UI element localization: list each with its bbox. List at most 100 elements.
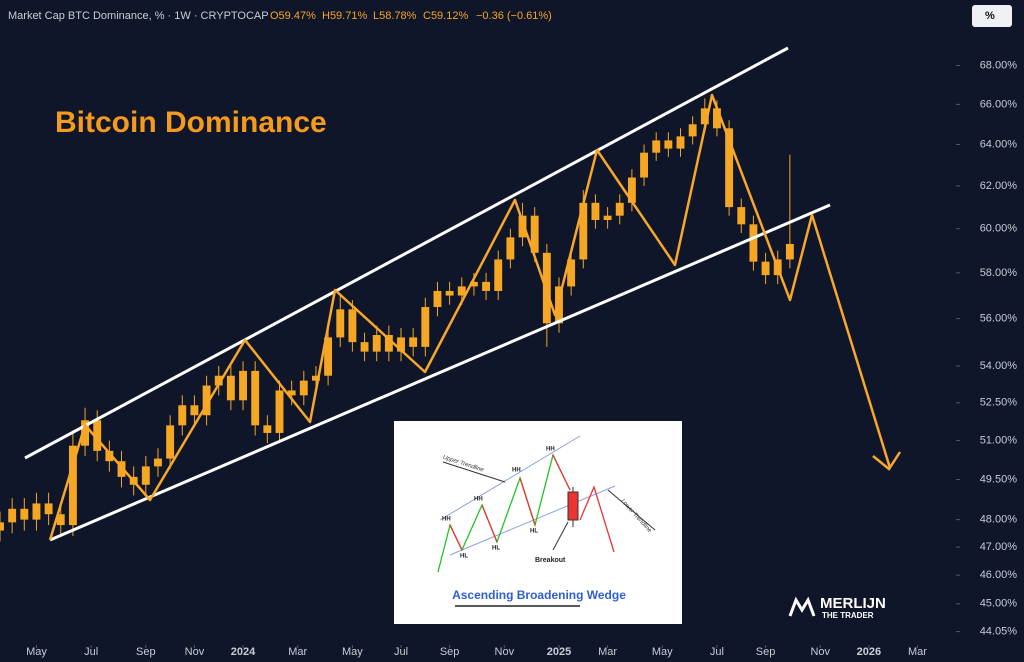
y-tick-label: 47.00% <box>980 541 1018 553</box>
x-tick-label: Sep <box>136 646 156 658</box>
candle-body <box>725 128 734 208</box>
unit-button[interactable] <box>972 5 1012 27</box>
y-tick-label: 44.05% <box>980 626 1018 638</box>
candle-body <box>141 466 150 485</box>
candle-body <box>105 450 114 462</box>
candle-body <box>299 380 308 396</box>
candle-body <box>567 259 576 287</box>
inset-hh: HH <box>442 517 451 523</box>
candle-body <box>445 290 454 296</box>
candle-body <box>397 337 405 352</box>
annotations <box>24 46 902 542</box>
ohlc-high: H59.71% <box>322 10 367 22</box>
candle-body <box>202 385 211 416</box>
x-tick-label: May <box>652 646 673 658</box>
candle-body <box>263 425 272 433</box>
candle-body <box>652 140 661 153</box>
ohlc-close: C59.12% <box>423 10 468 22</box>
x-tick-label: Sep <box>440 646 460 658</box>
x-tick-label: May <box>26 646 47 658</box>
candle-body <box>579 202 588 260</box>
inset-title: Ascending Broadening Wedge <box>452 588 626 602</box>
unit-button-label[interactable]: % <box>985 10 995 22</box>
inset-down-leg <box>481 504 498 543</box>
y-tick-label: 58.00% <box>980 267 1018 279</box>
inset-lower-line <box>449 485 616 556</box>
candle-body <box>226 375 235 401</box>
candle-body <box>56 514 65 526</box>
candle-body <box>178 405 187 426</box>
chart-title: Bitcoin Dominance <box>55 106 327 139</box>
candles <box>0 98 794 542</box>
y-tick-label: 56.00% <box>980 313 1018 325</box>
y-tick-label: 46.00% <box>980 569 1018 581</box>
candle-body <box>239 370 247 401</box>
candle-body <box>166 425 175 459</box>
zigzag <box>48 93 892 541</box>
candle-body <box>555 286 563 324</box>
candle-body <box>348 309 357 343</box>
candle-body <box>518 215 527 238</box>
candle-body <box>336 309 345 338</box>
logo-name: MERLIJN <box>820 595 886 612</box>
candle-body <box>591 202 600 220</box>
candle-body <box>482 281 491 291</box>
candle-body <box>627 177 636 203</box>
inset-down-leg <box>552 454 571 491</box>
y-tick-label: 54.00% <box>980 360 1018 372</box>
arrow-head <box>872 451 902 471</box>
candle-body <box>93 420 102 451</box>
x-tick-label: Sep <box>756 646 776 658</box>
inset-down-leg <box>519 477 536 526</box>
x-tick-label: Mar <box>908 646 927 658</box>
inset-upper-line <box>439 435 581 521</box>
logo-tagline: THE TRADER <box>822 611 874 620</box>
inset-candle <box>567 491 579 521</box>
y-tick-label: 45.00% <box>980 598 1018 610</box>
inset-arrow <box>442 461 506 483</box>
inset-down-leg <box>449 524 463 551</box>
inset-arrow <box>607 489 656 531</box>
candle-body <box>68 445 77 526</box>
inset-hl: HL <box>492 546 500 552</box>
upper-trendline <box>24 46 789 460</box>
candle-body <box>287 390 296 396</box>
inset-hh: HH <box>512 468 521 474</box>
candle-body <box>457 286 466 296</box>
candle-body <box>81 420 90 446</box>
candle-body <box>494 259 503 291</box>
candle-body <box>713 108 721 129</box>
y-tick-label: 48.00% <box>980 514 1018 526</box>
candle-body <box>421 307 430 347</box>
x-tick-label: Mar <box>598 646 617 658</box>
change: −0.36 (−0.61%) <box>476 10 552 22</box>
candle-body <box>384 335 393 352</box>
candle-body <box>8 508 17 523</box>
x-tick-label: Nov <box>495 646 515 658</box>
y-tick-label: 64.00% <box>980 138 1018 150</box>
candle-body <box>737 207 746 225</box>
x-tick-label: May <box>342 646 363 658</box>
x-tick-label: Mar <box>288 646 307 658</box>
inset: Upper Trendline Lower Trendline Breakout… <box>394 421 682 624</box>
ohlc-open: O59.47% <box>270 10 316 22</box>
candle-body <box>372 335 381 352</box>
candle-body <box>409 337 418 347</box>
candle-body <box>275 390 284 433</box>
lower-trendline <box>49 203 831 542</box>
candle-body <box>20 508 29 520</box>
candle-body <box>640 152 648 178</box>
y-tick-label: 51.00% <box>980 434 1018 446</box>
inset-frame <box>394 421 682 624</box>
ohlc-low: L58.78% <box>373 10 417 22</box>
x-tick-label: Jul <box>394 646 408 658</box>
logo-mark <box>788 596 816 617</box>
candle-body <box>615 202 624 216</box>
candle-body <box>785 243 794 260</box>
candle-body <box>603 215 612 220</box>
candle-body <box>469 281 478 287</box>
x-tick-label: 2026 <box>857 646 881 658</box>
candle-body <box>506 237 515 260</box>
candle-body <box>44 503 53 515</box>
